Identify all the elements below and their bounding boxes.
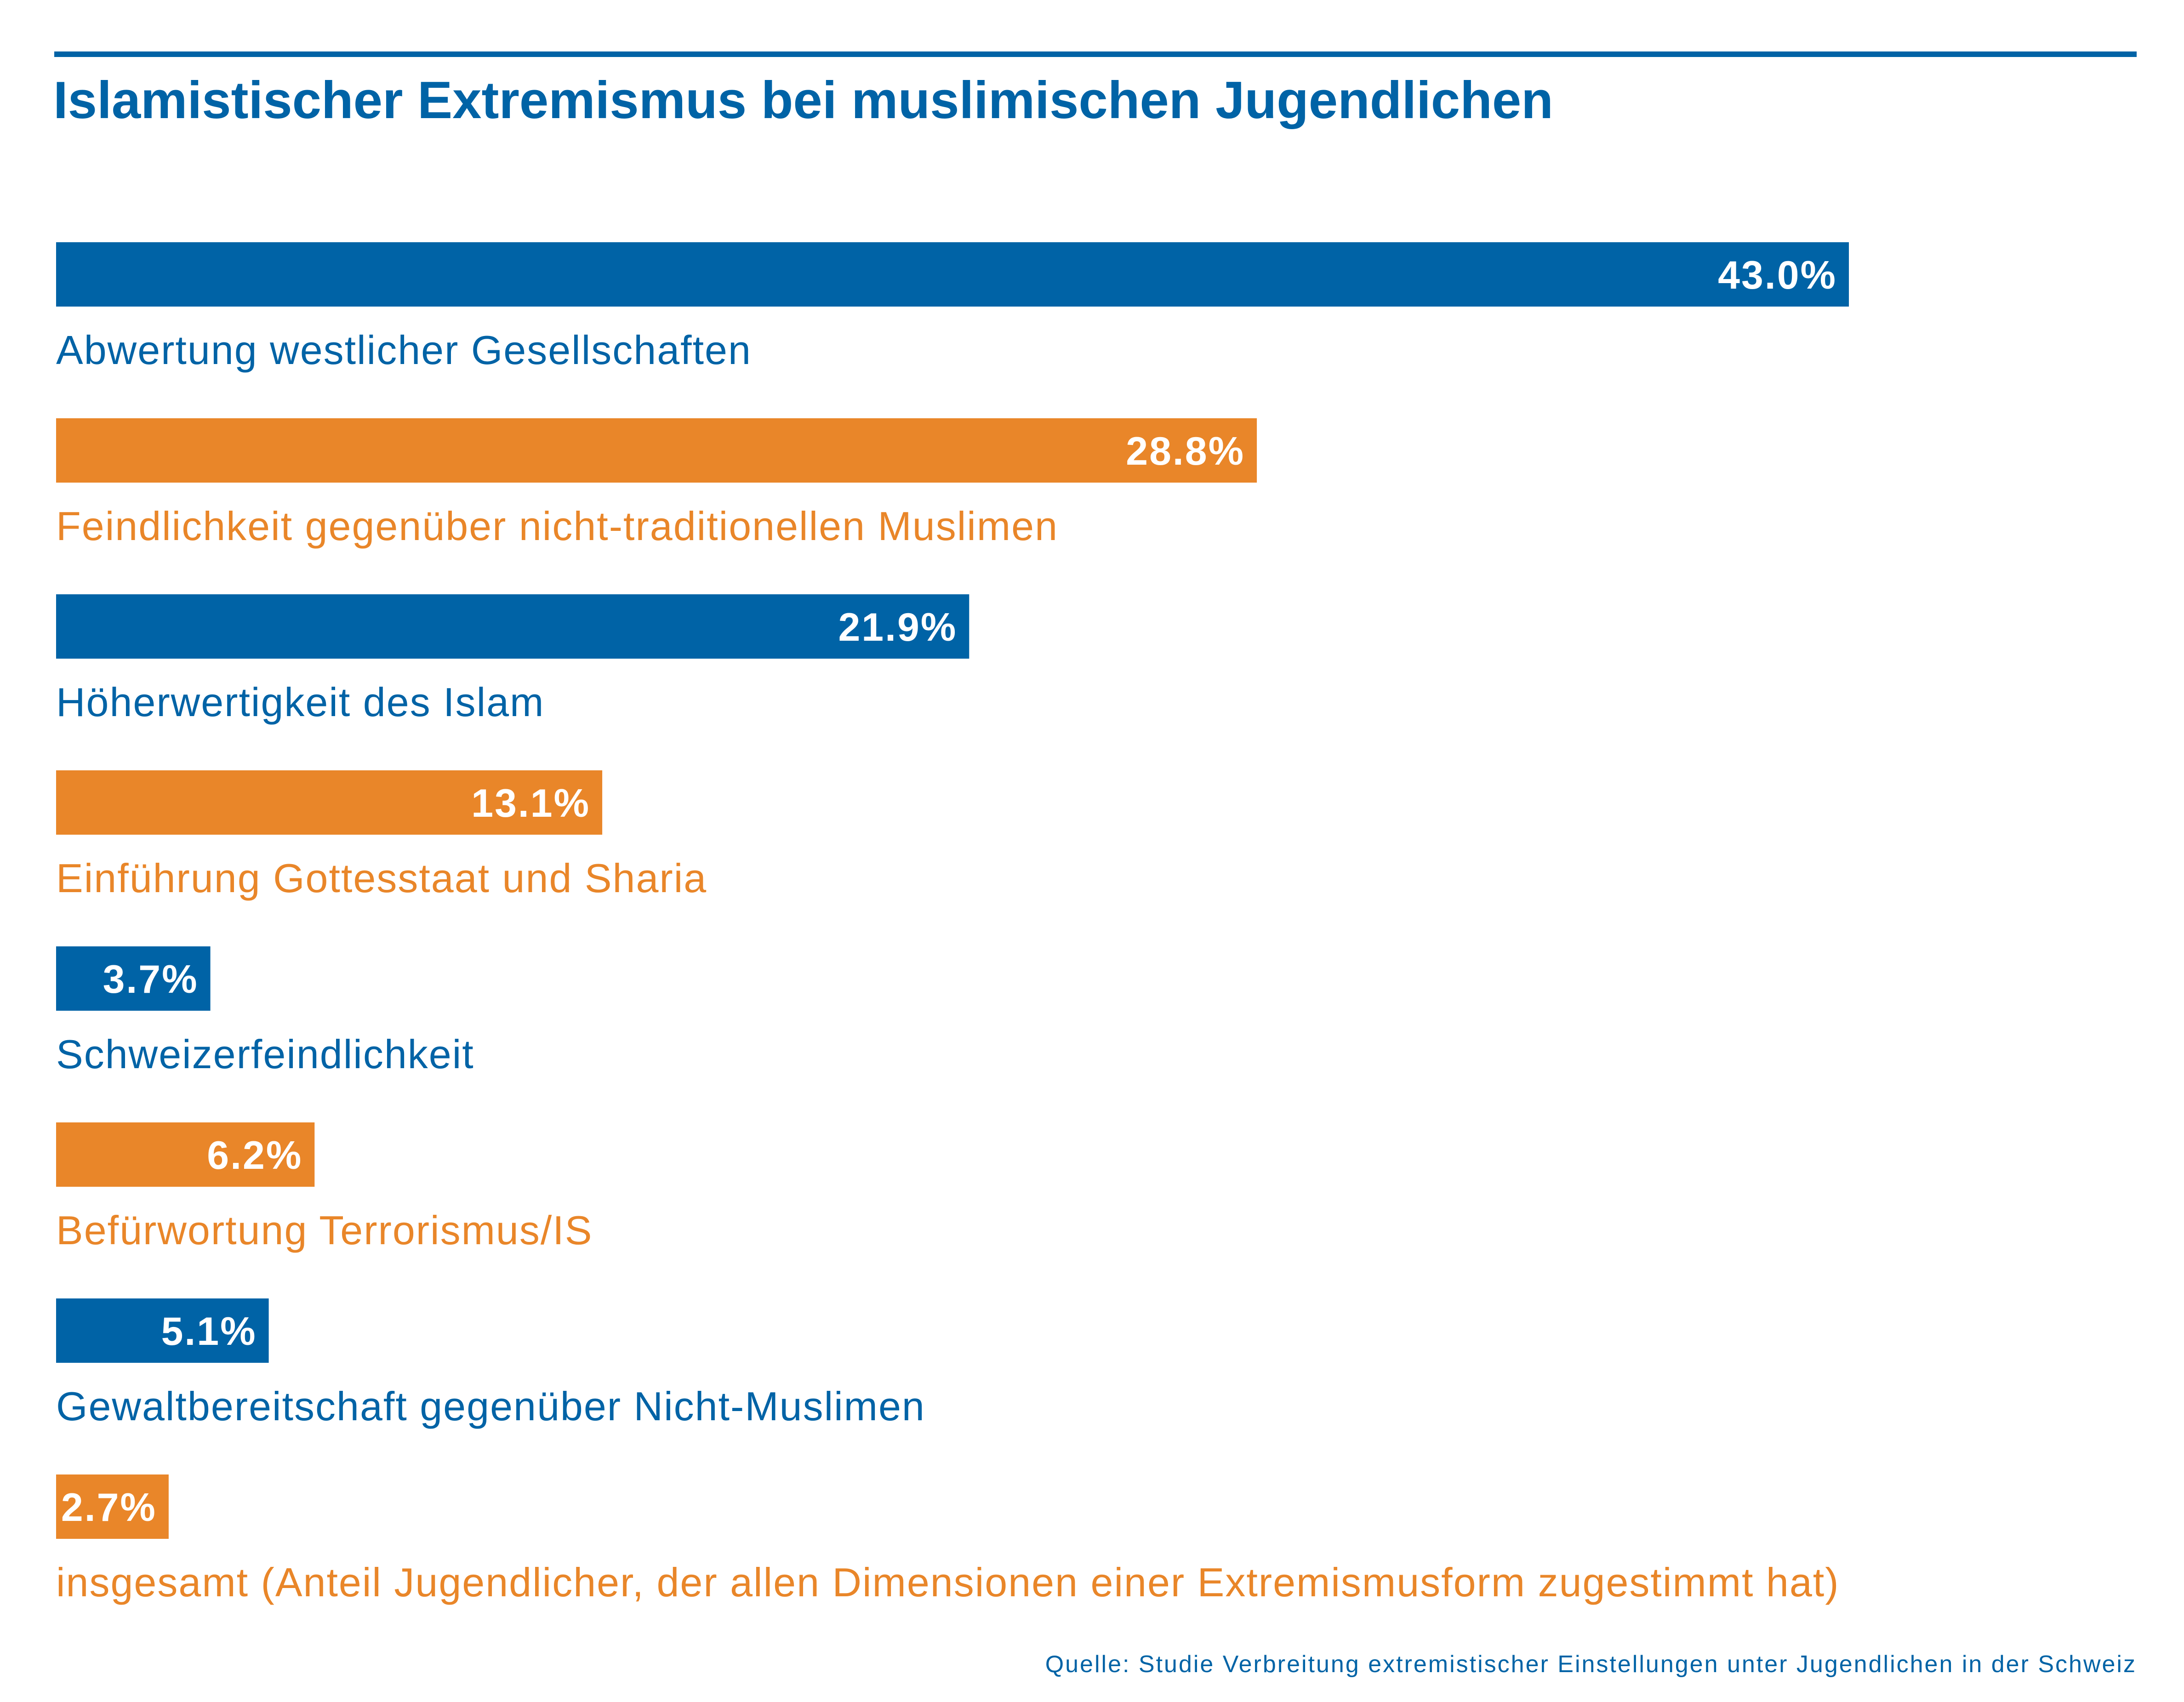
category-label-5: Schweizerfeindlichkeit <box>56 1031 474 1077</box>
bar-2 <box>56 418 1257 483</box>
bar-4 <box>56 770 603 835</box>
bar-value-label-3: 21.9% <box>838 605 957 649</box>
bars-group: 43.0% Abwertung westlicher Gesellschaften… <box>56 242 1849 1605</box>
bar-value-label-6: 6.2% <box>207 1133 302 1178</box>
bar-value-label-1: 43.0% <box>1718 253 1837 297</box>
category-label-3: Höherwertigkeit des Islam <box>56 679 544 725</box>
bar-value-label-2: 28.8% <box>1126 429 1245 473</box>
category-label-4: Einführung Gottesstaat und Sharia <box>56 855 707 901</box>
bar-value-label-4: 13.1% <box>471 781 590 825</box>
category-label-1: Abwertung westlicher Gesellschaften <box>56 327 752 373</box>
bar-3 <box>56 594 969 659</box>
category-label-2: Feindlichkeit gegenüber nicht-traditione… <box>56 503 1058 549</box>
source-note: Quelle: Studie Verbreitung extremistisch… <box>1045 1651 2137 1678</box>
category-label-6: Befürwortung Terrorismus/IS <box>56 1207 593 1253</box>
bar-7 <box>56 1298 269 1363</box>
bar-value-label-7: 5.1% <box>161 1309 257 1354</box>
bar-8 <box>56 1474 169 1539</box>
top-rule <box>54 51 2137 57</box>
category-label-7: Gewaltbereitschaft gegenüber Nicht-Musli… <box>56 1383 925 1429</box>
category-label-8: insgesamt (Anteil Jugendlicher, der alle… <box>56 1560 1840 1605</box>
bar-value-label-8: 2.7% <box>61 1486 157 1530</box>
bar-1 <box>56 242 1849 307</box>
chart-title: Islamistischer Extremismus bei muslimisc… <box>53 71 1553 130</box>
bar-value-label-5: 3.7% <box>103 957 199 1002</box>
bar-6 <box>56 1122 315 1187</box>
bar-5 <box>56 946 211 1011</box>
